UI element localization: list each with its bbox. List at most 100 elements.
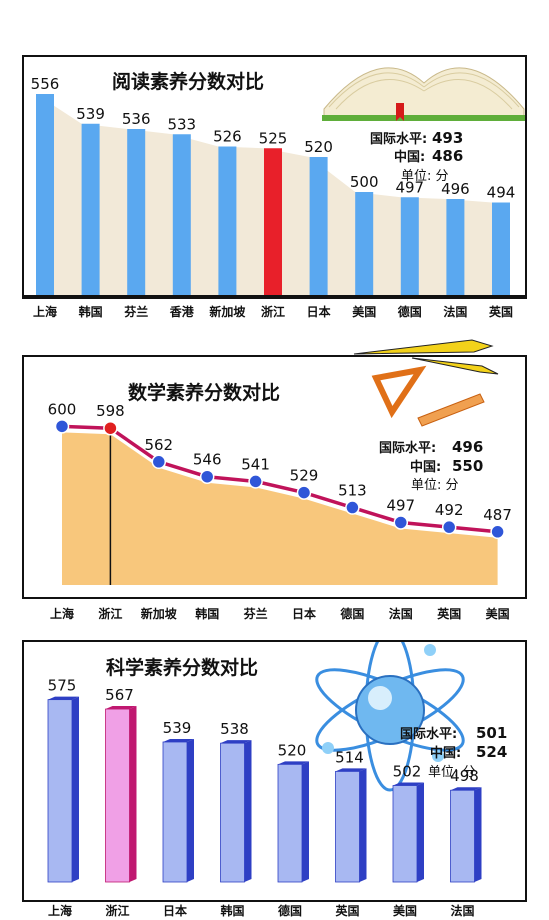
reading-value-label: 500 bbox=[350, 173, 379, 191]
reading-category-label: 日本 bbox=[307, 304, 331, 319]
science-bar-side bbox=[72, 696, 79, 882]
math-point-法国 bbox=[393, 515, 409, 530]
science-bar-美国 bbox=[392, 785, 418, 883]
reading-bar-英国 bbox=[492, 202, 510, 297]
science-china-label: 中国: bbox=[430, 745, 461, 761]
math-china-value: 550 bbox=[452, 457, 483, 475]
science-category-label: 法国 bbox=[450, 903, 474, 918]
math-series-line bbox=[61, 424, 498, 534]
science-value-label: 567 bbox=[105, 686, 134, 704]
science-bar-side bbox=[129, 706, 137, 882]
science-category-label: 浙江 bbox=[105, 903, 129, 918]
science-intl-label: 国际水平: bbox=[400, 726, 457, 742]
science-value-label: 575 bbox=[48, 677, 77, 695]
math-point-新加坡 bbox=[151, 454, 167, 470]
math-category-label: 法国 bbox=[389, 606, 413, 621]
math-chart-title: 数学素养分数对比 bbox=[128, 381, 280, 404]
reading-value-label: 533 bbox=[167, 115, 196, 133]
reading-info-box: 国际水平: 493 中国: 486 单位: 分 bbox=[370, 129, 463, 184]
math-point-上海 bbox=[54, 419, 70, 434]
science-value-label: 539 bbox=[163, 719, 192, 737]
science-category-label: 韩国 bbox=[220, 903, 244, 918]
reading-china-value: 486 bbox=[432, 147, 463, 165]
reading-bar-新加坡 bbox=[218, 146, 237, 297]
science-bar-韩国 bbox=[220, 742, 245, 883]
science-bar-side bbox=[474, 787, 482, 882]
reading-bar-芬兰 bbox=[127, 129, 146, 297]
reading-value-label: 539 bbox=[76, 105, 105, 123]
science-bar-上海 bbox=[47, 699, 73, 883]
math-point-美国 bbox=[490, 524, 505, 540]
science-chart: 科学素养分数对比 575 567 539 538 520 514 502 498 国际水平: … bbox=[47, 628, 507, 883]
science-chart-panel: 科学素养分数对比 575 567 539 538 520 514 502 498 国际水平: … bbox=[22, 628, 527, 902]
reading-category-label: 法国 bbox=[443, 304, 467, 319]
science-category-label: 英国 bbox=[335, 903, 359, 918]
science-category-label: 日本 bbox=[163, 903, 187, 918]
reading-chart-panel: 阅读素养分数对比 556 539 536 533 526 525 520 500 497 496 4… bbox=[22, 55, 527, 299]
reading-category-label: 德国 bbox=[398, 304, 422, 319]
science-x-axis: 上海 浙江 日本 韩国 德国 英国 美国 法国 bbox=[48, 903, 475, 918]
reading-china-label: 中国: bbox=[394, 149, 425, 165]
science-bar-英国 bbox=[335, 771, 360, 883]
science-china-value: 524 bbox=[476, 743, 507, 761]
math-category-label: 日本 bbox=[292, 606, 316, 621]
math-value-label: 598 bbox=[96, 402, 125, 420]
math-category-label: 韩国 bbox=[195, 606, 219, 621]
science-bar-top bbox=[393, 782, 424, 786]
math-value-label: 541 bbox=[241, 455, 270, 473]
science-unit-label: 单位: 分 bbox=[428, 765, 476, 780]
reading-bar-韩国 bbox=[81, 123, 100, 297]
science-bar-side bbox=[417, 782, 424, 882]
math-value-label: 529 bbox=[290, 467, 319, 485]
science-value-label: 514 bbox=[335, 748, 364, 766]
science-bar-top bbox=[450, 787, 482, 791]
science-chart-title: 科学素养分数对比 bbox=[106, 656, 258, 679]
math-point-德国 bbox=[345, 500, 360, 515]
science-value-label: 502 bbox=[393, 763, 422, 781]
science-bar-top bbox=[220, 740, 252, 744]
science-bar-side bbox=[187, 739, 194, 882]
math-intl-label: 国际水平: bbox=[379, 440, 436, 456]
math-chart-panel: 数学素养分数对比 600 598 562 546 541 529 513 497 492 487 … bbox=[22, 355, 527, 599]
science-bar-浙江 bbox=[105, 708, 130, 883]
math-value-label: 497 bbox=[386, 496, 415, 514]
science-value-label: 498 bbox=[450, 767, 479, 785]
reading-bar-美国 bbox=[355, 192, 374, 297]
science-category-label: 德国 bbox=[278, 903, 302, 918]
open-book-icon bbox=[322, 67, 526, 121]
science-bar-top bbox=[48, 696, 79, 700]
reading-value-label: 494 bbox=[487, 184, 516, 202]
reading-intl-label: 国际水平: bbox=[370, 131, 427, 147]
science-intl-value: 501 bbox=[476, 724, 507, 742]
reading-bar-浙江 bbox=[264, 148, 282, 297]
reading-unit-label: 单位: 分 bbox=[401, 169, 449, 184]
science-value-label: 538 bbox=[220, 720, 249, 738]
science-bar-top bbox=[105, 706, 137, 710]
reading-category-label: 上海 bbox=[33, 304, 57, 319]
reading-category-label: 芬兰 bbox=[123, 304, 148, 319]
reading-intl-value: 493 bbox=[432, 129, 463, 147]
reading-category-label: 新加坡 bbox=[209, 304, 246, 319]
math-point-英国 bbox=[441, 519, 457, 535]
science-bar-日本 bbox=[162, 741, 188, 883]
reading-category-label: 美国 bbox=[352, 304, 376, 319]
math-point-浙江 bbox=[103, 420, 118, 436]
reading-value-label: 526 bbox=[213, 128, 242, 146]
reading-bar-上海 bbox=[36, 94, 54, 297]
reading-category-label: 香港 bbox=[169, 304, 195, 319]
math-point-芬兰 bbox=[248, 474, 263, 489]
reading-bar-法国 bbox=[446, 199, 465, 297]
math-area-fill bbox=[62, 432, 498, 585]
reading-value-label: 556 bbox=[31, 75, 60, 93]
math-value-label: 492 bbox=[435, 501, 464, 519]
science-bar-法国 bbox=[450, 789, 475, 883]
reading-value-label: 496 bbox=[441, 180, 470, 198]
reading-bar-德国 bbox=[400, 197, 419, 297]
math-intl-value: 496 bbox=[452, 438, 483, 456]
reading-value-label: 497 bbox=[395, 178, 424, 196]
math-category-label: 美国 bbox=[486, 606, 510, 621]
science-bar-德国 bbox=[277, 763, 303, 883]
science-bar-side bbox=[244, 740, 252, 882]
math-value-label: 487 bbox=[483, 506, 512, 524]
